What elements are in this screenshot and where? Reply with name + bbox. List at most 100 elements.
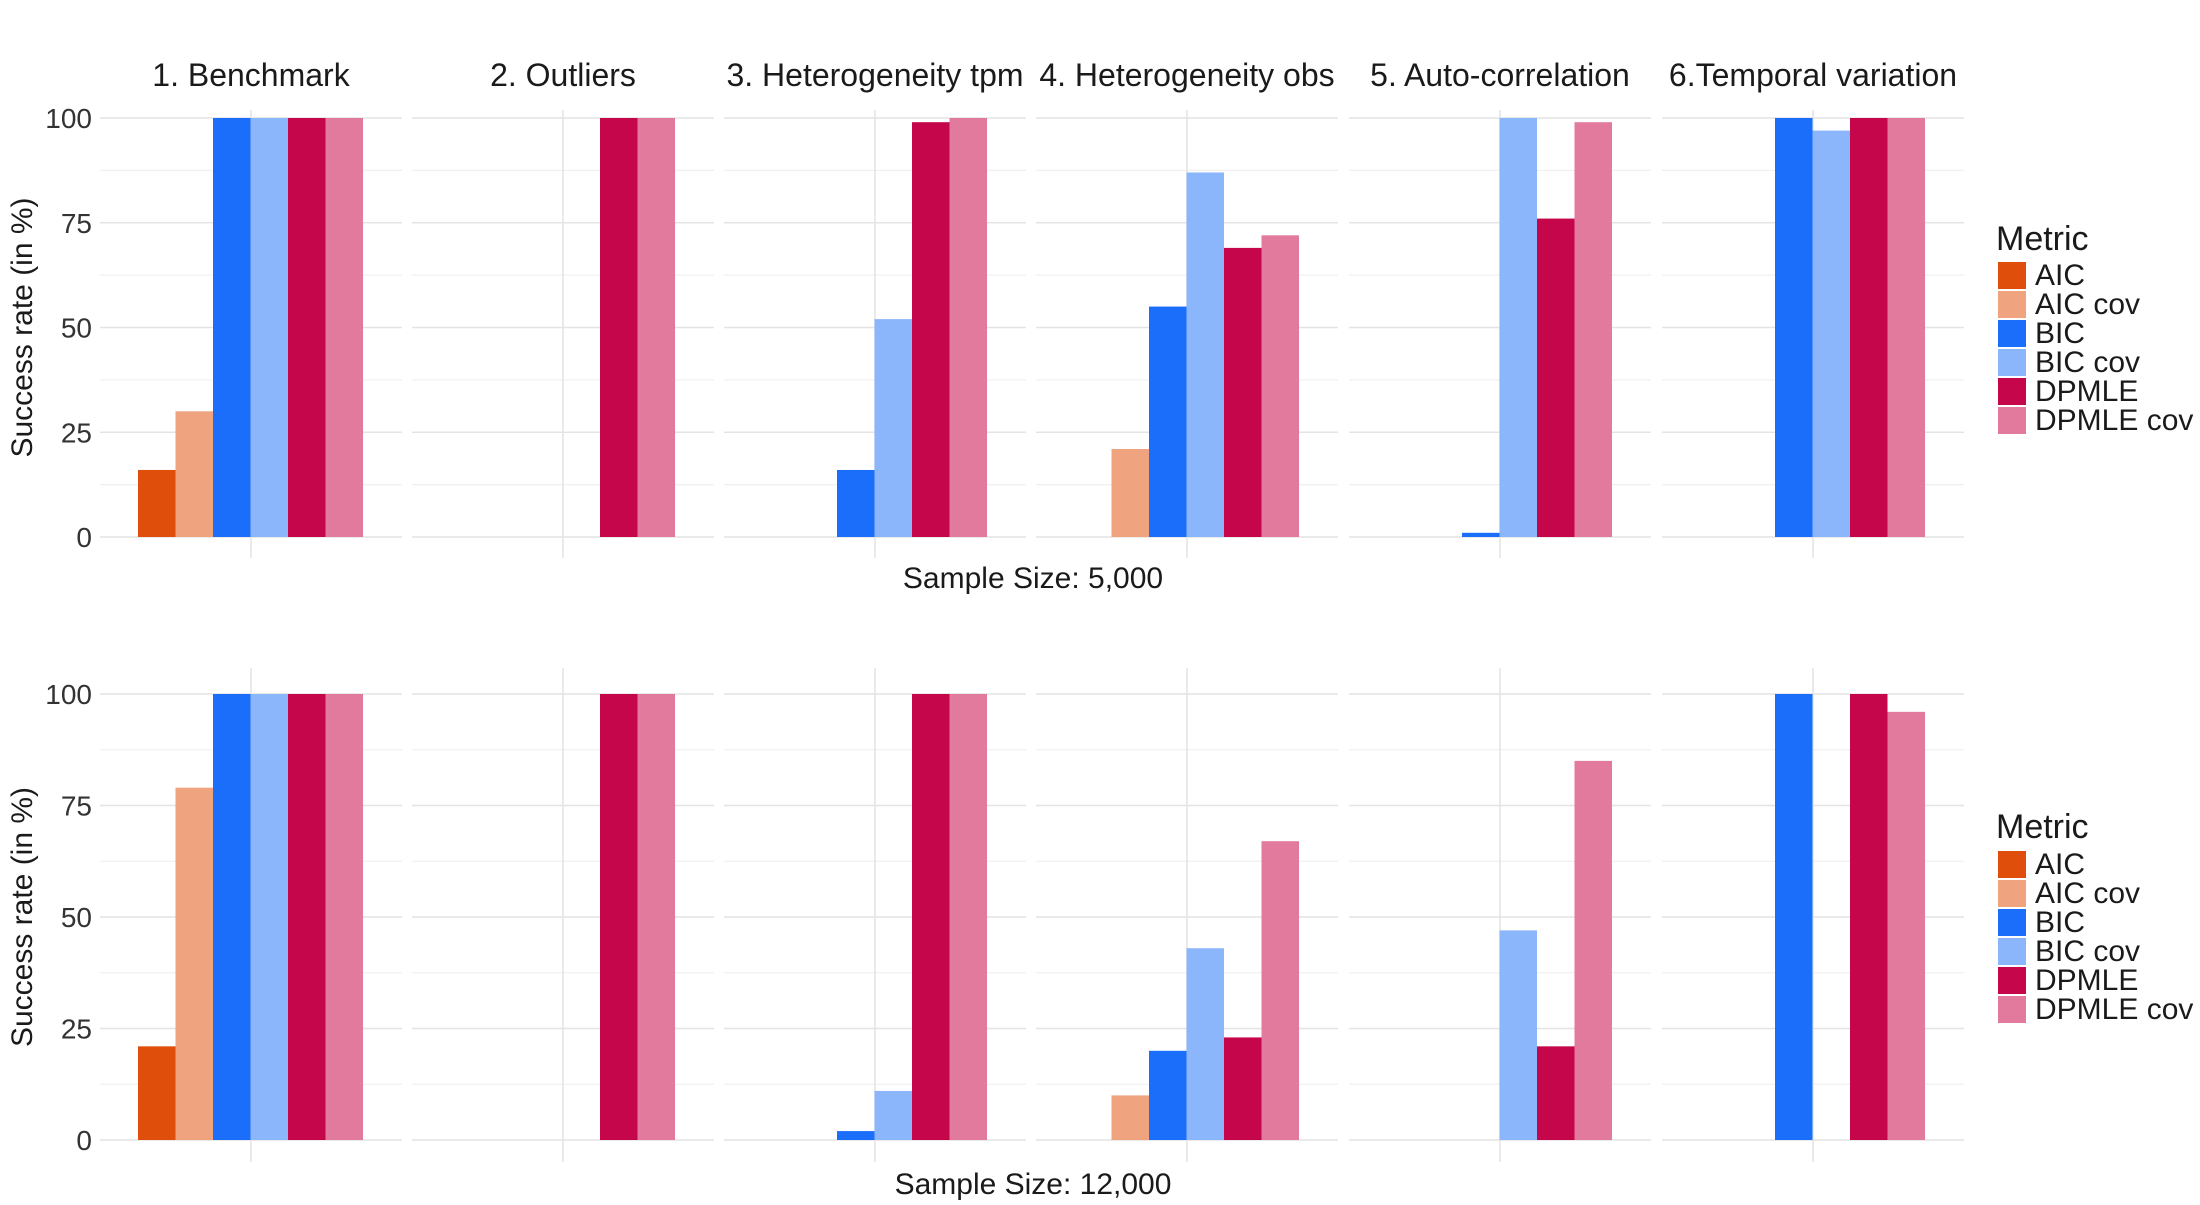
facet-1 xyxy=(100,668,402,1162)
bar-bic-cov-facet-6 xyxy=(1812,130,1850,537)
bar-dpmle-facet-3 xyxy=(912,122,950,537)
legend-swatch xyxy=(1998,349,2026,376)
bar-dpmle-facet-6 xyxy=(1850,694,1888,1140)
bar-dpmle-cov-facet-2 xyxy=(637,118,675,537)
legend-swatch xyxy=(1998,851,2026,878)
bar-dpmle-cov-facet-2 xyxy=(637,694,675,1140)
bar-bic-facet-3 xyxy=(837,1131,875,1140)
legend-swatch xyxy=(1998,291,2026,318)
legend-label: BIC cov xyxy=(2035,935,2140,968)
bar-bic-cov-facet-1 xyxy=(250,694,288,1140)
bar-bic-cov-facet-5 xyxy=(1499,930,1537,1140)
bar-bic-facet-4 xyxy=(1149,1050,1187,1140)
legend-swatch xyxy=(1998,407,2026,434)
bar-dpmle-cov-facet-4 xyxy=(1261,841,1299,1140)
legend-label: BIC cov xyxy=(2035,346,2140,379)
facet-title: 4. Heterogeneity obs xyxy=(1039,57,1334,93)
bar-dpmle-cov-facet-1 xyxy=(325,694,363,1140)
legend-label: AIC cov xyxy=(2035,877,2140,910)
bar-dpmle-facet-4 xyxy=(1224,247,1262,537)
legend-swatch xyxy=(1998,378,2026,405)
facet-2: 2. Outliers xyxy=(412,57,714,558)
bar-dpmle-facet-5 xyxy=(1537,218,1575,537)
facet-6 xyxy=(1662,668,1964,1162)
bar-aic-facet-1 xyxy=(138,1046,176,1140)
y-tick-label: 50 xyxy=(61,313,92,344)
bar-aic-cov-facet-1 xyxy=(175,787,213,1140)
legend-swatch xyxy=(1998,996,2026,1023)
bar-aic-cov-facet-1 xyxy=(175,411,213,537)
facet-2 xyxy=(412,668,714,1162)
legend-title: Metric xyxy=(1996,808,2089,846)
bar-bic-facet-1 xyxy=(213,118,251,537)
legend-title: Metric xyxy=(1996,220,2089,258)
bar-dpmle-cov-facet-4 xyxy=(1261,235,1299,537)
legend-label: BIC xyxy=(2035,906,2085,939)
facet-5: 5. Auto-correlation xyxy=(1349,57,1651,558)
bar-dpmle-facet-4 xyxy=(1224,1037,1262,1140)
x-axis-title: Sample Size: 12,000 xyxy=(895,1168,1172,1200)
bar-aic-cov-facet-4 xyxy=(1111,1095,1149,1140)
y-tick-label: 0 xyxy=(76,522,92,553)
legend-label: AIC xyxy=(2035,259,2085,292)
legend-swatch xyxy=(1998,938,2026,965)
bar-bic-cov-facet-4 xyxy=(1186,948,1224,1140)
y-tick-label: 75 xyxy=(61,791,92,822)
bar-bic-facet-5 xyxy=(1462,532,1500,537)
bar-dpmle-facet-2 xyxy=(600,694,638,1140)
facet-4 xyxy=(1036,668,1338,1162)
y-axis-title: Success rate (in %) xyxy=(6,787,39,1047)
facet-title: 3. Heterogeneity tpm xyxy=(726,57,1023,93)
facet-4: 4. Heterogeneity obs xyxy=(1036,57,1338,558)
panel-bottom: 0 25 50 75 100 Success rate (in %) Sample Size… xyxy=(6,668,2193,1201)
legend-label: DPMLE cov xyxy=(2035,993,2193,1026)
bar-dpmle-cov-facet-5 xyxy=(1574,122,1612,537)
bar-dpmle-facet-1 xyxy=(288,118,326,537)
legend-label: AIC cov xyxy=(2035,288,2140,321)
facet-title: 6.Temporal variation xyxy=(1669,57,1957,93)
bar-aic-facet-1 xyxy=(138,469,176,537)
facet-title: 2. Outliers xyxy=(490,57,636,93)
legend-label: BIC xyxy=(2035,317,2085,350)
y-axis-title: Success rate (in %) xyxy=(6,197,39,457)
bar-dpmle-facet-3 xyxy=(912,694,950,1140)
bar-bic-facet-1 xyxy=(213,694,251,1140)
legend-swatch xyxy=(1998,967,2026,994)
bar-bic-facet-6 xyxy=(1775,694,1813,1140)
bar-dpmle-facet-2 xyxy=(600,118,638,537)
facet-3 xyxy=(724,668,1026,1162)
legend-label: DPMLE cov xyxy=(2035,404,2193,437)
bar-dpmle-cov-facet-6 xyxy=(1887,118,1925,537)
x-axis-title: Sample Size: 5,000 xyxy=(903,562,1163,595)
facet-5 xyxy=(1349,668,1651,1162)
y-tick-label: 25 xyxy=(61,1014,92,1045)
bar-dpmle-facet-1 xyxy=(288,694,326,1140)
legend-label: DPMLE xyxy=(2035,375,2138,408)
bar-dpmle-facet-6 xyxy=(1850,118,1888,537)
facet-3: 3. Heterogeneity tpm xyxy=(724,57,1026,558)
bar-bic-cov-facet-5 xyxy=(1499,118,1537,537)
bar-aic-cov-facet-4 xyxy=(1111,449,1149,537)
legend-label: DPMLE xyxy=(2035,964,2138,997)
y-tick-label: 0 xyxy=(76,1125,92,1156)
y-tick-label: 50 xyxy=(61,902,92,933)
bar-bic-cov-facet-3 xyxy=(874,319,912,537)
bar-bic-facet-4 xyxy=(1149,306,1187,537)
y-tick-label: 75 xyxy=(61,208,92,239)
legend-label: AIC xyxy=(2035,848,2085,881)
facet-6: 6.Temporal variation xyxy=(1662,57,1964,558)
bar-dpmle-cov-facet-6 xyxy=(1887,711,1925,1140)
y-tick-label: 100 xyxy=(45,103,92,134)
bar-dpmle-cov-facet-5 xyxy=(1574,760,1612,1140)
y-tick-label: 25 xyxy=(61,417,92,448)
legend-swatch xyxy=(1998,320,2026,347)
legend-swatch xyxy=(1998,262,2026,289)
bar-dpmle-cov-facet-1 xyxy=(325,118,363,537)
bar-dpmle-facet-5 xyxy=(1537,1046,1575,1140)
bar-dpmle-cov-facet-3 xyxy=(949,694,987,1140)
facet-title: 1. Benchmark xyxy=(152,57,350,93)
